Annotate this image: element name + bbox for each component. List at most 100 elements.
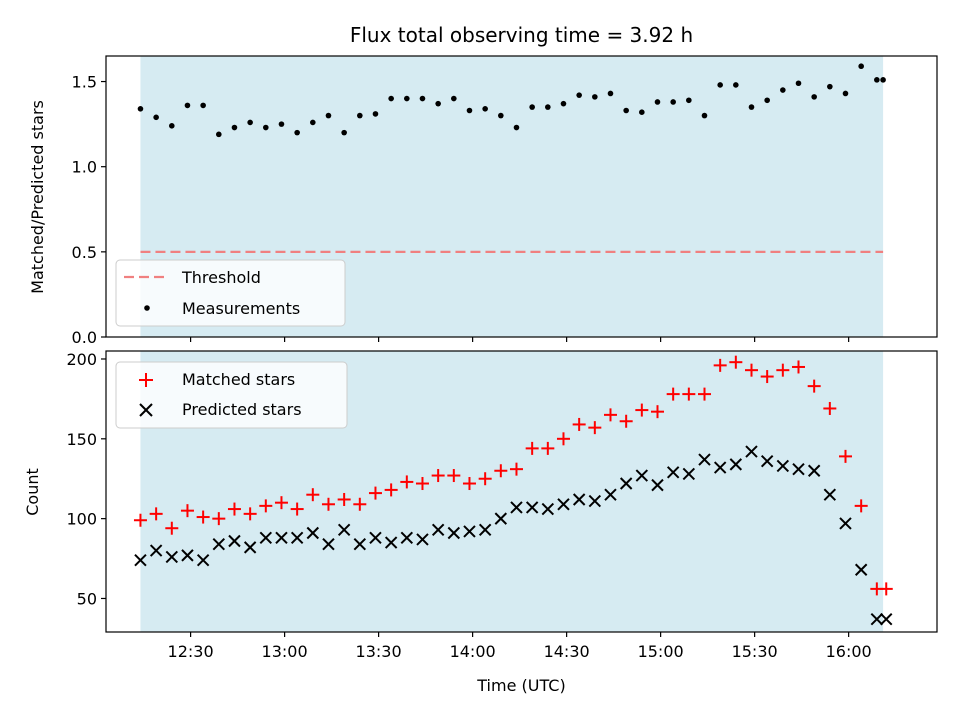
predicted-star-point (134, 553, 147, 567)
x-tick-label: 14:00 (450, 642, 496, 661)
bottom-legend: Matched stars Predicted stars (115, 361, 348, 429)
matched-star-point (776, 363, 790, 377)
top-y-tick-label: 1.5 (72, 73, 97, 92)
legend-measurements-swatch (144, 305, 150, 311)
predicted-star-point (212, 537, 226, 551)
predicted-star-point (322, 537, 335, 551)
matched-star-point (603, 408, 617, 422)
measurement-point (795, 80, 802, 87)
measurement-point (764, 97, 770, 104)
predicted-star-point (698, 453, 711, 466)
measurement-point (623, 107, 629, 114)
predicted-star-point (792, 462, 805, 476)
predicted-star-point (854, 563, 868, 576)
predicted-star-point (275, 531, 288, 545)
measurement-point (874, 77, 880, 83)
measurement-point (341, 129, 347, 136)
matched-star-point (149, 507, 163, 521)
legend-predicted-label: Predicted stars (182, 400, 302, 419)
predicted-star-point (369, 531, 382, 545)
top-legend: Threshold Measurements (115, 259, 346, 327)
measurement-point (529, 104, 535, 110)
legend-matched-label: Matched stars (182, 370, 295, 389)
measurement-point (451, 95, 457, 102)
predicted-star-point (306, 526, 320, 540)
measurement-point (325, 112, 332, 119)
matched-star-point (744, 363, 758, 377)
matched-star-point (384, 483, 398, 497)
matched-star-point (697, 387, 711, 401)
x-tick-label: 15:00 (638, 642, 684, 661)
measurement-point (607, 90, 614, 97)
measurement-point (466, 107, 473, 114)
matched-star-point (635, 403, 649, 417)
matched-star-point (682, 387, 696, 401)
predicted-star-point (431, 523, 445, 537)
top-y-tick-label: 0.0 (72, 328, 97, 347)
measurement-point (153, 114, 159, 121)
matched-star-point (509, 462, 523, 476)
predicted-star-point (635, 469, 649, 482)
predicted-star-point (478, 523, 492, 537)
matched-star-point (321, 497, 335, 511)
measurement-point (842, 90, 849, 97)
predicted-star-point (400, 531, 414, 545)
measurement-point (717, 82, 723, 88)
matched-star-point (415, 477, 429, 491)
measurement-point (216, 131, 222, 138)
predicted-stars-points (134, 445, 893, 626)
matched-star-point (713, 358, 727, 372)
measurement-point (592, 94, 598, 100)
predicted-star-point (149, 544, 163, 557)
legend-predicted-swatch (139, 403, 153, 417)
predicted-star-point (494, 512, 508, 525)
x-tick-label: 16:00 (826, 642, 872, 661)
matched-star-point (165, 521, 179, 535)
bottom-y-tick-label: 50 (77, 589, 97, 608)
predicted-star-point (196, 553, 210, 567)
top-tick-marks (101, 80, 850, 342)
measurement-point (278, 121, 285, 127)
matched-star-point (368, 486, 382, 500)
matched-star-point (650, 405, 664, 419)
predicted-star-point (416, 533, 429, 546)
measurement-point (701, 112, 708, 119)
measurement-point (263, 124, 269, 131)
x-tick-label: 14:30 (544, 642, 590, 661)
matched-star-point (243, 507, 257, 521)
matched-star-point (619, 414, 633, 428)
measurement-point (654, 99, 661, 105)
matched-star-point (462, 477, 476, 491)
top-y-tick-label: 1.0 (72, 158, 97, 177)
bottom-x-tick-labels: 12:30 13:00 13:30 14:00 14:30 15:00 15:30 16:00 (168, 642, 872, 661)
predicted-star-point (181, 549, 194, 562)
matched-star-point (133, 513, 147, 527)
predicted-star-point (353, 537, 367, 551)
top-y-tick-labels: 0.0 0.5 1.0 1.5 (72, 73, 97, 347)
predicted-star-point (337, 523, 351, 537)
top-y-axis-label: Matched/Predicted stars (28, 100, 47, 294)
legend-matched-swatch (139, 373, 153, 387)
matched-star-point (854, 499, 868, 513)
predicted-star-point (228, 534, 241, 548)
measurement-point (576, 92, 582, 98)
bottom-y-tick-labels: 50 100 150 200 (66, 350, 97, 608)
predicted-star-point (557, 498, 570, 511)
measurement-point (419, 95, 426, 102)
top-axes-frame (105, 55, 938, 338)
measurement-point (686, 97, 692, 104)
bottom-legend-box (115, 361, 348, 429)
measurement-point (372, 111, 379, 117)
measurement-point (498, 112, 504, 119)
matched-star-point (259, 499, 273, 513)
predicted-star-point (713, 461, 727, 474)
predicted-star-point (666, 466, 680, 479)
predicted-star-point (510, 501, 523, 514)
matched-star-point (838, 449, 852, 463)
predicted-star-point (384, 536, 398, 549)
predicted-star-point (463, 525, 476, 538)
matched-star-point (729, 355, 743, 369)
bottom-y-tick-label: 100 (66, 510, 97, 529)
matched-star-point (807, 379, 821, 393)
